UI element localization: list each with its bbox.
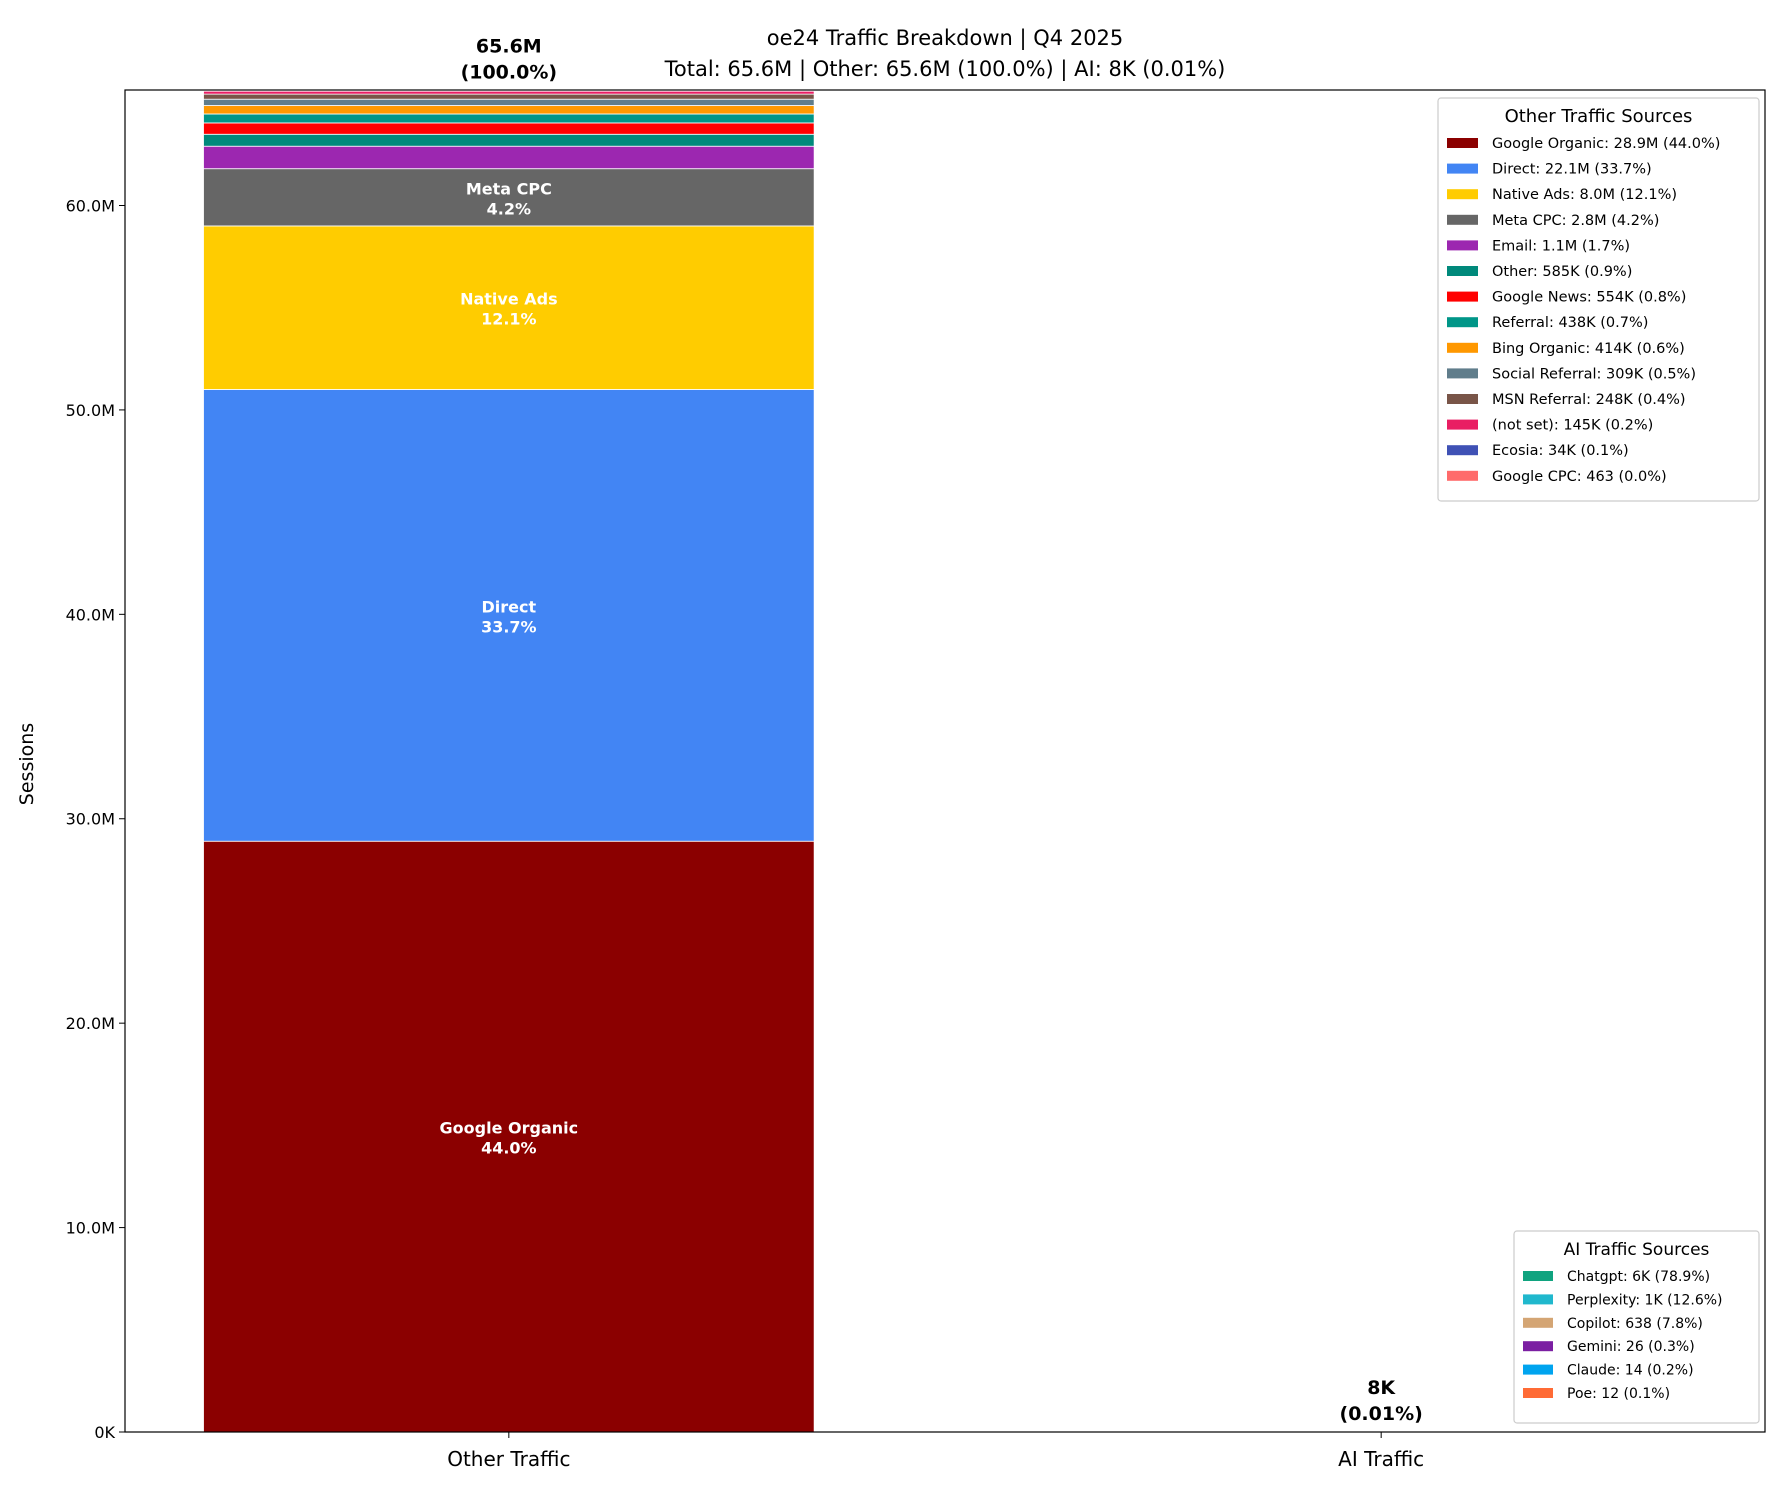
legend-swatch xyxy=(1523,1317,1553,1328)
legend-entry: Chatgpt: 6K (78.9%) xyxy=(1567,1269,1710,1285)
segment-label: Direct xyxy=(482,597,537,616)
legend-swatch xyxy=(1447,419,1478,430)
bar-total-pct-label: (100.0%) xyxy=(461,61,558,83)
bar-segment xyxy=(203,93,815,100)
legend-swatch xyxy=(1523,1364,1553,1375)
legend-entry: Poe: 12 (0.1%) xyxy=(1567,1386,1670,1402)
legend-ai-traffic: AI Traffic Sources Chatgpt: 6K (78.9%) Per… xyxy=(1513,1230,1760,1424)
legend-swatch xyxy=(1447,214,1478,225)
segment-pct-label: 33.7% xyxy=(481,617,537,636)
bar-segment xyxy=(203,113,815,124)
bar-segment xyxy=(203,90,815,95)
bar-segment xyxy=(203,122,815,135)
legend-title: AI Traffic Sources xyxy=(1564,1240,1710,1260)
x-tick-label: Other Traffic xyxy=(447,1447,570,1471)
bar-total-pct-label: (0.01%) xyxy=(1340,1403,1423,1425)
bar-segment xyxy=(203,225,815,390)
plot-frame xyxy=(124,89,1766,1433)
legend-entry: Native Ads: 8.0M (12.1%) xyxy=(1492,187,1677,203)
legend-entry: Google News: 554K (0.8%) xyxy=(1492,290,1686,306)
legend-entry: Meta CPC: 2.8M (4.2%) xyxy=(1492,213,1659,229)
segment-label: Google Organic xyxy=(440,1119,579,1138)
legend-swatch xyxy=(1447,342,1478,353)
legend-swatch xyxy=(1447,394,1478,404)
legend-box xyxy=(1513,1230,1760,1424)
y-tick-label: 10.0M xyxy=(66,1219,115,1238)
legend-swatch xyxy=(1447,317,1478,328)
legend-entry: Social Referral: 309K (0.5%) xyxy=(1492,366,1696,382)
legend-swatch xyxy=(1447,445,1478,456)
y-tick-label: 30.0M xyxy=(66,810,115,829)
segment-label: Meta CPC xyxy=(466,179,552,198)
legend-entry: Google Organic: 28.9M (44.0%) xyxy=(1492,136,1720,152)
legend-entry: MSN Referral: 248K (0.4%) xyxy=(1492,392,1686,408)
y-tick-label: 60.0M xyxy=(66,196,115,215)
segment-pct-label: 4.2% xyxy=(487,199,531,218)
legend-swatch xyxy=(1447,138,1478,148)
legend-entry: (not set): 145K (0.2%) xyxy=(1492,418,1653,434)
segment-label: Native Ads xyxy=(460,290,558,309)
legend-swatch xyxy=(1447,240,1478,251)
legend-swatch xyxy=(1523,1271,1553,1281)
legend-entry: Email: 1.1M (1.7%) xyxy=(1492,238,1630,254)
legend-swatch xyxy=(1447,163,1478,174)
y-tick-label: 0K xyxy=(94,1423,115,1442)
chart-title: oe24 Traffic Breakdown | Q4 2025 xyxy=(767,26,1124,51)
legend-swatch xyxy=(1447,291,1478,302)
legend-entry: Gemini: 26 (0.3%) xyxy=(1567,1339,1695,1355)
y-tick-label: 20.0M xyxy=(66,1014,115,1033)
x-tick-label: AI Traffic xyxy=(1338,1447,1424,1471)
legends-layer: Other Traffic Sources Google Organic: 28.… xyxy=(1437,97,1760,1424)
legend-title: Other Traffic Sources xyxy=(1505,106,1693,127)
bar-segment xyxy=(203,168,815,227)
bar-segment xyxy=(203,840,815,1433)
axes-layer: 0K 10.0M 20.0M 30.0M 40.0M 50.0M 60.0M Other Tr… xyxy=(66,89,1766,1471)
legend-other-traffic: Other Traffic Sources Google Organic: 28.… xyxy=(1437,97,1760,502)
legend-swatch xyxy=(1523,1294,1553,1305)
y-tick-label: 50.0M xyxy=(66,401,115,420)
legend-swatch xyxy=(1523,1341,1553,1352)
legend-entry: Direct: 22.1M (33.7%) xyxy=(1492,162,1652,178)
legend-entry: Bing Organic: 414K (0.6%) xyxy=(1492,341,1685,357)
legend-swatch xyxy=(1447,368,1478,379)
segment-pct-label: 12.1% xyxy=(481,310,537,329)
segment-pct-label: 44.0% xyxy=(481,1139,537,1158)
bar-segment xyxy=(203,389,815,842)
legend-entry: Referral: 438K (0.7%) xyxy=(1492,315,1648,331)
y-axis-label: Sessions xyxy=(16,723,38,805)
legend-entry: Claude: 14 (0.2%) xyxy=(1567,1363,1694,1379)
chart-subtitle: Total: 65.6M | Other: 65.6M (100.0%) | A… xyxy=(664,57,1226,82)
legend-entry: Perplexity: 1K (12.6%) xyxy=(1567,1292,1723,1308)
legend-box xyxy=(1437,97,1760,502)
y-tick-label: 40.0M xyxy=(66,605,115,624)
legend-entry: Other: 585K (0.9%) xyxy=(1492,264,1632,280)
bar-segment xyxy=(203,98,815,106)
bar-total-label: 65.6M xyxy=(476,35,542,57)
bar-segment xyxy=(203,105,815,115)
legend-entry: Ecosia: 34K (0.1%) xyxy=(1492,443,1629,459)
legend-swatch xyxy=(1447,470,1478,481)
bar-total-label: 8K xyxy=(1367,1377,1396,1399)
legend-swatch xyxy=(1523,1388,1553,1398)
legend-entry: Google CPC: 463 (0.0%) xyxy=(1492,469,1667,485)
bar-segment xyxy=(203,133,815,147)
legend-swatch xyxy=(1447,266,1478,276)
legend-entry: Copilot: 638 (7.8%) xyxy=(1567,1316,1703,1332)
bar-segment xyxy=(203,145,815,170)
legend-swatch xyxy=(1447,189,1478,200)
